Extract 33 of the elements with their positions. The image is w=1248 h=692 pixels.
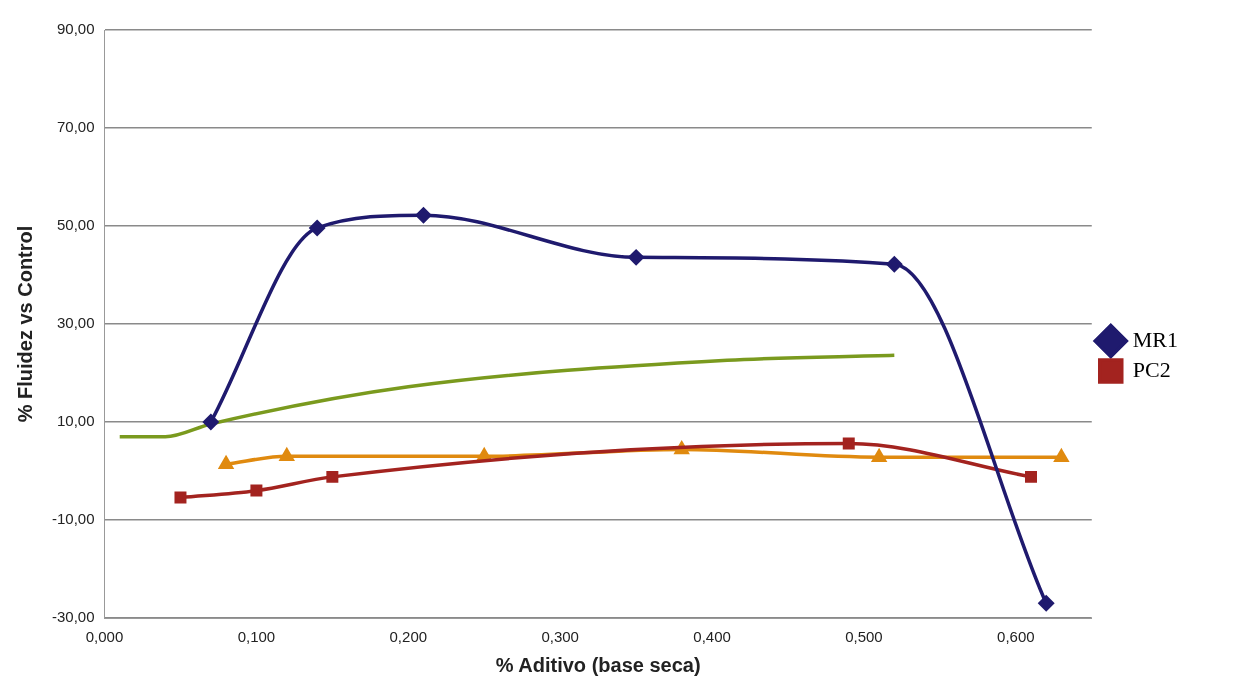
point <box>1053 447 1070 463</box>
y-tick-label: 30,00 <box>56 314 95 332</box>
legend-label: MR1 <box>1132 326 1179 352</box>
point <box>1038 595 1054 612</box>
line-series <box>117 353 897 439</box>
x-axis-title: % Aditivo (base seca) <box>495 653 701 676</box>
x-tick-label: 0,500 <box>845 628 883 646</box>
x-tick-label: 0,600 <box>997 628 1035 646</box>
point <box>628 249 644 266</box>
y-tick-label: 50,00 <box>56 216 95 234</box>
point <box>886 256 903 272</box>
point <box>250 484 263 497</box>
point <box>309 220 325 236</box>
point <box>174 491 187 504</box>
y-tick-label: 10,00 <box>56 412 95 430</box>
x-tick-label: 0,300 <box>541 628 579 646</box>
y-tick-label: -10,00 <box>51 510 95 528</box>
x-tick-label: 0,400 <box>693 628 731 646</box>
y-tick-label: -30,00 <box>51 608 95 626</box>
x-tick-label: 0,100 <box>237 628 276 646</box>
point <box>842 437 855 450</box>
y-axis-title: % Fluidez vs Control <box>13 225 36 423</box>
point <box>326 470 339 483</box>
point <box>1025 470 1037 483</box>
x-tick-label: 0,200 <box>389 628 428 646</box>
point <box>203 414 219 430</box>
point <box>278 446 295 462</box>
x-tick-label: 0,000 <box>85 628 124 646</box>
point <box>415 207 432 223</box>
legend-label: PC2 <box>1132 356 1171 382</box>
y-tick-label: 70,00 <box>56 118 95 136</box>
y-tick-label: 90,00 <box>56 20 95 38</box>
point <box>871 447 888 463</box>
